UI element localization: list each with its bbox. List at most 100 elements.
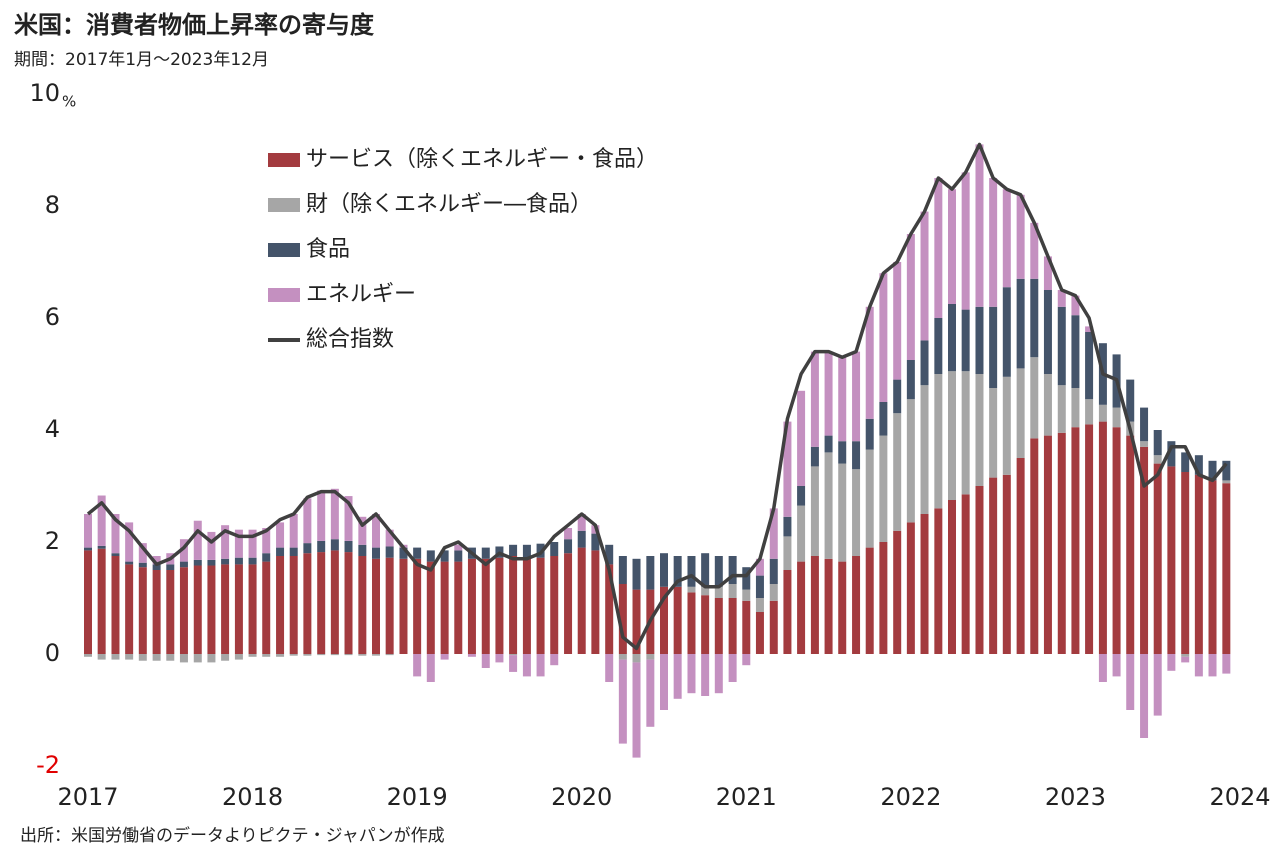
bar-segment xyxy=(783,570,792,654)
bar-segment xyxy=(646,654,655,660)
bar-segment xyxy=(1030,438,1039,654)
bar-segment xyxy=(605,544,614,565)
bar-segment xyxy=(138,567,147,654)
bar-segment xyxy=(824,558,833,654)
bar-segment xyxy=(413,654,422,677)
bar-segment xyxy=(1071,315,1080,388)
bar-segment xyxy=(399,558,408,654)
bar-segment xyxy=(303,498,312,544)
bar-segment xyxy=(865,306,874,419)
bar-segment xyxy=(975,486,984,654)
bar-segment xyxy=(152,654,161,661)
bar-segment xyxy=(262,553,271,562)
bar-segment xyxy=(660,654,668,710)
bar-segment xyxy=(317,490,326,541)
bar-segment xyxy=(1043,374,1052,436)
bar-segment xyxy=(372,514,380,548)
legend-label: 総合指数 xyxy=(306,327,394,352)
bar-segment xyxy=(84,547,92,551)
bar-segment xyxy=(536,654,545,677)
bar-segment xyxy=(1181,452,1190,472)
legend-swatch xyxy=(268,153,300,167)
bar-segment xyxy=(111,654,120,660)
bar-segment xyxy=(1140,654,1149,738)
bar-segment xyxy=(906,522,915,654)
bar-segment xyxy=(385,529,394,547)
bar-segment xyxy=(179,561,188,568)
bar-segment xyxy=(344,540,353,553)
bar-segment xyxy=(934,508,943,654)
bar-segment xyxy=(1167,654,1176,671)
bar-segment xyxy=(221,558,230,565)
x-tick-label: 2017 xyxy=(57,783,118,811)
bar-segment xyxy=(289,654,298,656)
bar-segment xyxy=(961,494,970,654)
bar-segment xyxy=(673,654,682,699)
bar-segment xyxy=(920,514,929,654)
bar-segment xyxy=(317,552,326,654)
bar-segment xyxy=(358,544,367,556)
bar-segment xyxy=(879,542,888,654)
bar-segment xyxy=(893,413,902,531)
bar-segment xyxy=(893,262,902,380)
y-tick-label: -2 xyxy=(36,751,60,779)
bar-segment xyxy=(1085,326,1094,332)
bar-segment xyxy=(852,351,861,442)
bar-segment xyxy=(1016,194,1025,279)
bar-segment xyxy=(564,553,573,654)
bar-segment xyxy=(1112,427,1121,654)
bar-segment xyxy=(262,561,271,654)
bar-segment xyxy=(481,654,490,668)
bar-segment xyxy=(1016,368,1025,458)
bar-segment xyxy=(303,543,312,554)
bar-segment xyxy=(838,463,847,562)
y-tick-label: 6 xyxy=(45,303,60,331)
bar-segment xyxy=(948,304,956,372)
bar-segment xyxy=(358,516,367,545)
bar-segment xyxy=(221,654,230,661)
bar-segment xyxy=(989,306,998,388)
bar-segment xyxy=(138,562,147,568)
bar-segment xyxy=(426,654,435,682)
bar-segment xyxy=(728,584,737,598)
bar-segment xyxy=(1071,295,1080,316)
bar-segment xyxy=(852,469,861,556)
bar-segment xyxy=(989,477,998,654)
bar-segment xyxy=(1085,332,1094,400)
bar-segment xyxy=(797,505,806,562)
bar-segment xyxy=(577,547,586,654)
bar-segment xyxy=(701,553,710,587)
bar-segment xyxy=(276,654,285,657)
bar-segment xyxy=(248,557,257,565)
bar-segment xyxy=(961,309,970,372)
legend-label: サービス（除くエネルギー・食品） xyxy=(306,147,658,172)
bar-segment xyxy=(1002,474,1011,654)
y-tick-label: 8 xyxy=(45,191,60,219)
bar-segment xyxy=(495,557,504,654)
bar-segment xyxy=(755,612,764,654)
bar-segment xyxy=(1016,458,1025,654)
bar-segment xyxy=(1194,654,1203,677)
bar-segment xyxy=(1057,306,1066,386)
bar-segment xyxy=(1126,435,1135,654)
bar-segment xyxy=(646,659,655,727)
bar-segment xyxy=(714,586,723,598)
bar-segment xyxy=(714,556,723,587)
bar-segment xyxy=(413,547,422,559)
bar-segment xyxy=(1194,474,1203,654)
bar-segment xyxy=(865,449,874,548)
bar-segment xyxy=(989,178,998,307)
bar-segment xyxy=(1098,654,1107,682)
bar-segment xyxy=(84,654,92,657)
bar-segment xyxy=(97,495,106,546)
bar-segment xyxy=(262,528,271,554)
bar-segment xyxy=(728,556,737,584)
bar-segment xyxy=(769,508,778,559)
bar-segment xyxy=(111,514,120,554)
bar-segment xyxy=(632,589,641,654)
bar-segment xyxy=(879,435,888,542)
bar-segment xyxy=(618,654,627,660)
bar-segment xyxy=(1057,385,1066,433)
bar-segment xyxy=(97,548,106,654)
